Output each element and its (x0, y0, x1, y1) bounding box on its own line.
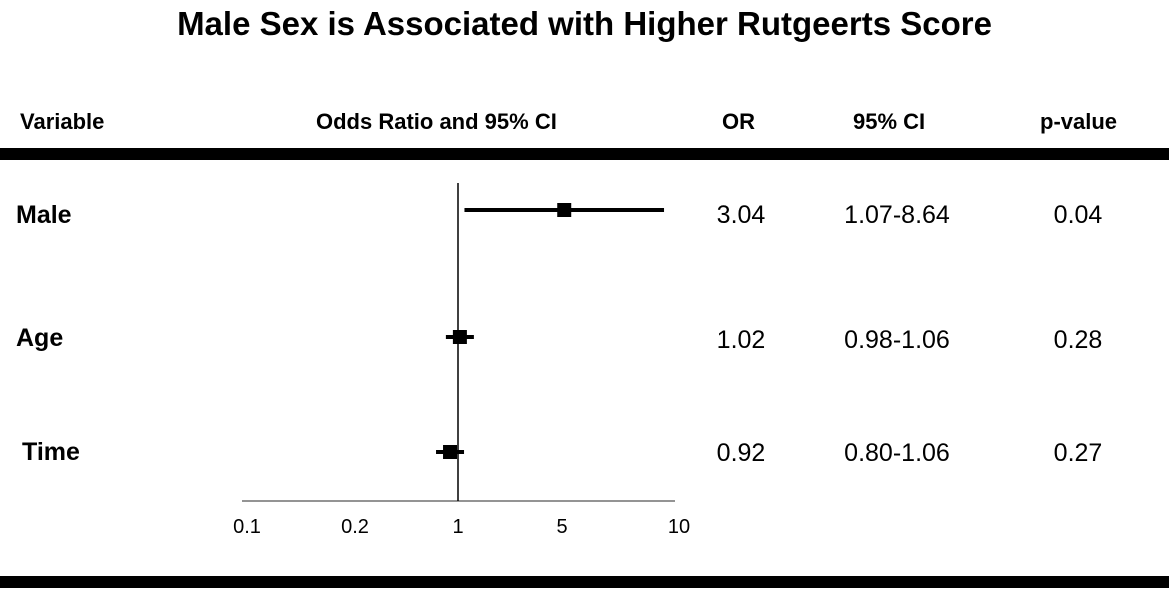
header-variable: Variable (20, 109, 105, 134)
row-label-age: Age (16, 324, 64, 352)
ci-value-male: 1.07-8.64 (844, 201, 950, 229)
chart-title: Male Sex is Associated with Higher Rutge… (177, 5, 992, 42)
row-label-time: Time (22, 438, 80, 466)
x-tick-label: 0.2 (341, 516, 369, 538)
pvalue-male: 0.04 (1053, 201, 1103, 229)
row-label-male: Male (16, 201, 72, 229)
header-pvalue: p-value (1040, 109, 1118, 134)
ci-value-time: 0.80-1.06 (844, 439, 950, 467)
footer-rule (0, 576, 1169, 588)
x-tick-label: 10 (668, 516, 690, 538)
x-tick-label: 0.1 (233, 516, 261, 538)
pvalue-age: 0.28 (1053, 326, 1103, 354)
header-rule (0, 148, 1169, 160)
x-tick-label: 5 (556, 516, 567, 538)
or-value-male: 3.04 (716, 201, 766, 229)
or-value-time: 0.92 (716, 439, 766, 467)
point-estimate-marker (557, 203, 572, 217)
header-or: OR (722, 109, 755, 134)
or-value-age: 1.02 (716, 326, 766, 354)
ci-value-age: 0.98-1.06 (844, 326, 950, 354)
x-tick-label: 1 (452, 516, 463, 538)
point-estimate-marker (452, 330, 467, 344)
header-plot: Odds Ratio and 95% CI (316, 109, 557, 134)
point-estimate-marker (443, 445, 458, 459)
pvalue-time: 0.27 (1053, 439, 1103, 467)
header-ci: 95% CI (853, 109, 926, 134)
